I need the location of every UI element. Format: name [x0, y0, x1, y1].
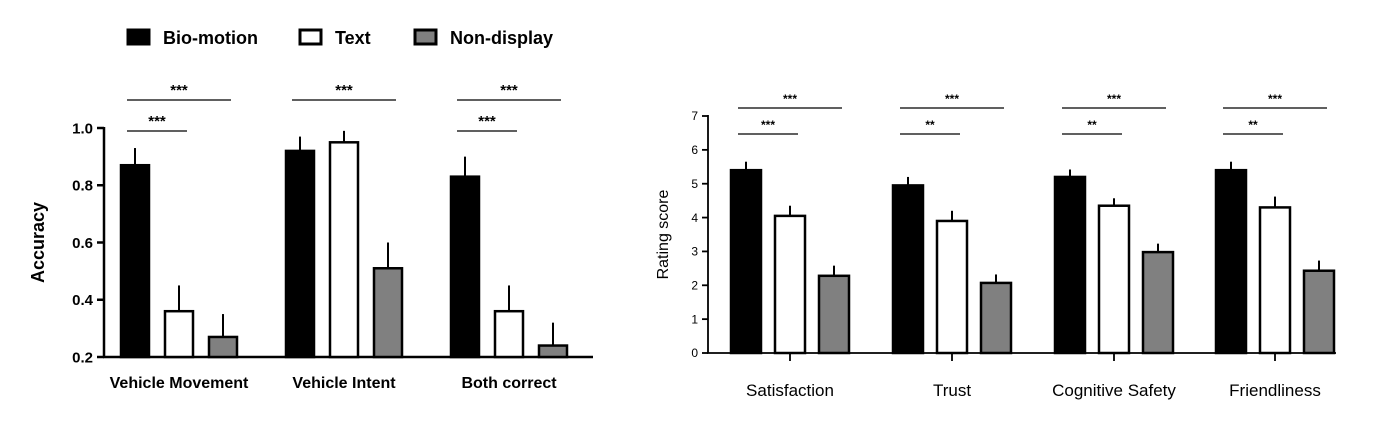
bar — [1141, 250, 1175, 355]
legend-label: Text — [335, 28, 371, 48]
y-tick-label: 3 — [691, 245, 698, 259]
significance-label: *** — [1107, 92, 1121, 106]
bar — [284, 149, 316, 359]
rating-chart: 0 1 2 3 4 5 6 7 Rating score Satisfaction Trust Cog… — [655, 92, 1336, 400]
bar — [891, 184, 925, 355]
y-axis-label: Accuracy — [28, 202, 48, 283]
significance-label: *** — [761, 118, 775, 132]
category-label: Trust — [933, 381, 971, 400]
y-tick-label: 0.2 — [72, 349, 93, 366]
bar — [729, 168, 763, 355]
y-tick-label: 0.4 — [72, 292, 94, 309]
legend-label: Bio-motion — [163, 28, 258, 48]
category-label: Vehicle Movement — [110, 375, 249, 392]
significance-label: ** — [1248, 118, 1258, 132]
category-label: Friendliness — [1229, 381, 1321, 400]
bar — [163, 309, 195, 359]
y-tick-label: 0.8 — [72, 178, 93, 195]
y-tick-label: 7 — [691, 109, 698, 123]
significance-label: *** — [478, 113, 496, 130]
bar — [1302, 269, 1336, 355]
significance-label: ** — [925, 118, 935, 132]
significance-label: *** — [500, 82, 518, 99]
bar — [935, 219, 969, 355]
y-tick-label: 0.6 — [72, 235, 93, 252]
significance-label: *** — [148, 113, 166, 130]
legend-swatch — [126, 28, 151, 46]
significance-label: *** — [1268, 92, 1282, 106]
accuracy-chart: 0.2 0.4 0.6 0.8 1.0 Accuracy Vehicle Movement V… — [28, 82, 593, 392]
y-tick-label: 0 — [691, 346, 698, 360]
legend-swatch — [298, 28, 323, 46]
bar — [1258, 206, 1292, 355]
y-tick-label: 6 — [691, 143, 698, 157]
bar — [773, 214, 807, 355]
category-label: Vehicle Intent — [292, 375, 396, 392]
significance-label: ** — [1087, 118, 1097, 132]
category-label: Cognitive Safety — [1052, 381, 1176, 400]
y-tick-label: 1 — [691, 312, 698, 326]
bar — [1053, 175, 1087, 355]
category-label: Both correct — [461, 375, 557, 392]
bar — [1097, 204, 1131, 355]
bar — [537, 344, 569, 359]
bar — [372, 267, 404, 359]
significance-label: *** — [335, 82, 353, 99]
bar — [328, 141, 360, 359]
legend: Bio-motion Text Non-display — [126, 28, 553, 48]
y-tick-label: 2 — [691, 278, 698, 292]
significance-label: *** — [170, 82, 188, 99]
bar — [979, 281, 1013, 355]
bar — [119, 163, 151, 359]
bar — [449, 175, 481, 359]
y-axis-label: Rating score — [655, 189, 672, 279]
y-tick-label: 4 — [691, 211, 698, 225]
y-tick-label: 5 — [691, 177, 698, 191]
significance-label: *** — [783, 92, 797, 106]
bar — [493, 309, 525, 359]
bar — [817, 274, 851, 355]
legend-label: Non-display — [450, 28, 553, 48]
legend-swatch — [413, 28, 438, 46]
bar — [1214, 168, 1248, 355]
y-tick-label: 1.0 — [72, 120, 93, 137]
bar — [207, 335, 239, 359]
significance-label: *** — [945, 92, 959, 106]
category-label: Satisfaction — [746, 381, 834, 400]
